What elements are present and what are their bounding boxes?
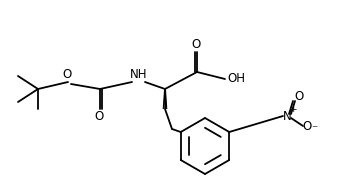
- Text: O: O: [94, 109, 104, 122]
- Text: +: +: [289, 105, 297, 113]
- Text: O: O: [62, 68, 72, 81]
- Text: ⁻: ⁻: [311, 124, 317, 137]
- Text: O: O: [191, 38, 201, 51]
- Text: NH: NH: [130, 68, 148, 81]
- Text: OH: OH: [227, 73, 245, 86]
- Text: O: O: [294, 90, 304, 104]
- Text: N: N: [283, 109, 291, 122]
- Text: O: O: [302, 120, 312, 133]
